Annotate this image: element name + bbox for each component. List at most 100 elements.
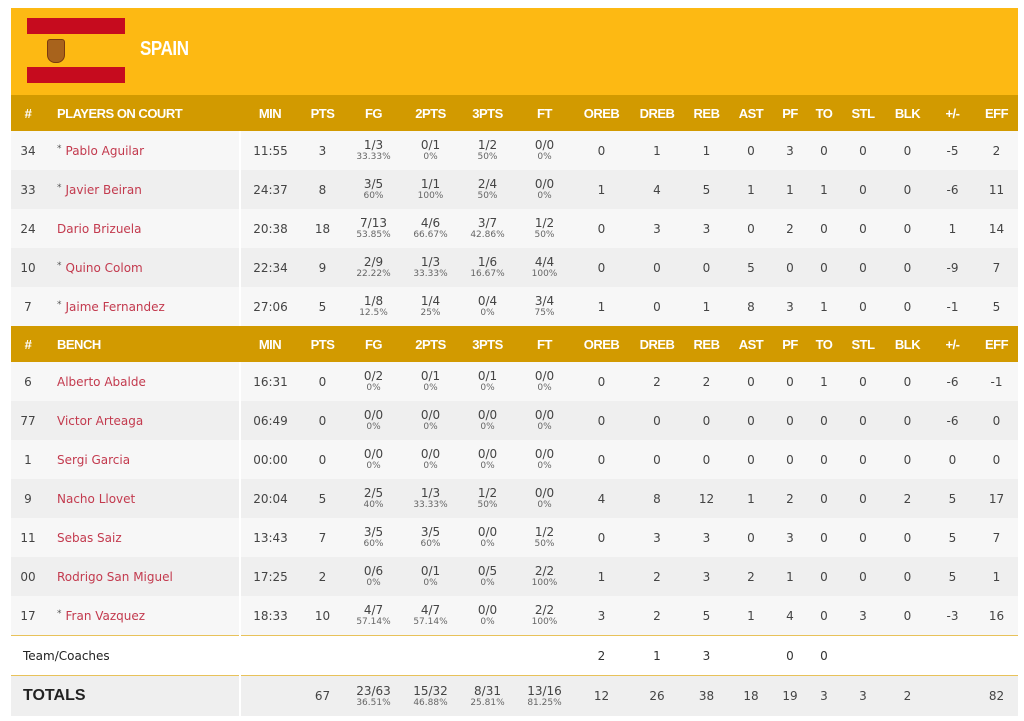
header-col[interactable]: REB <box>684 95 729 131</box>
header-col[interactable]: PF <box>773 326 807 362</box>
percentage: 53.85% <box>356 230 391 240</box>
player-name-link[interactable]: Javier Beiran <box>65 182 142 197</box>
header-col[interactable]: EFF <box>975 326 1018 362</box>
header-col[interactable]: FG <box>345 95 402 131</box>
stat-cell: 11 <box>975 170 1018 209</box>
stat-cell: 26 <box>630 675 684 716</box>
header-col[interactable]: OREB <box>573 326 630 362</box>
stat-cell: 3 <box>684 518 729 557</box>
jersey-number: 11 <box>11 518 45 557</box>
header-col[interactable]: 2PTS <box>402 95 459 131</box>
header-col[interactable]: TO <box>807 326 841 362</box>
stat-cell: 3 <box>684 635 729 676</box>
stat-cell: 5 <box>684 596 729 636</box>
shooting-cell: 3/7 42.86% <box>459 209 516 248</box>
header-col[interactable]: TO <box>807 95 841 131</box>
stat-cell: 2 <box>573 635 630 676</box>
points: 9 <box>300 248 345 287</box>
minutes: 06:49 <box>239 401 300 440</box>
stat-cell: -6 <box>930 401 975 440</box>
stat-cell: 17 <box>975 479 1018 518</box>
stat-cell: 0 <box>630 287 684 326</box>
stat-cell: 0 <box>807 596 841 636</box>
player-name-link[interactable]: Sergi Garcia <box>57 452 131 467</box>
percentage: 0% <box>366 578 381 588</box>
header-col[interactable]: FT <box>516 95 573 131</box>
player-row: 1 Sergi Garcia 00:00 0 0/0 0% 0/0 0% 0/0 0% 0/0 0% 0… <box>11 440 1018 479</box>
header-col[interactable]: BLK <box>885 326 930 362</box>
made-attempted: 0/0 <box>477 603 498 617</box>
header-col[interactable]: MIN <box>240 95 300 131</box>
header-col[interactable]: PTS <box>300 95 345 131</box>
player-name-link[interactable]: Jaime Fernandez <box>65 299 165 314</box>
header-col[interactable]: DREB <box>630 95 684 131</box>
header-col[interactable]: MIN <box>240 326 300 362</box>
player-name-link[interactable]: Rodrigo San Miguel <box>57 569 173 584</box>
header-col[interactable]: 3PTS <box>459 326 516 362</box>
stat-cell: 0 <box>773 248 807 287</box>
made-attempted: 1/3 <box>420 255 441 269</box>
shooting-cell: 0/0 0% <box>402 401 459 440</box>
stat-cell: 3 <box>573 596 630 636</box>
percentage: 100% <box>531 578 558 588</box>
header-col[interactable]: STL <box>841 326 885 362</box>
player-name-link[interactable]: Victor Arteaga <box>57 413 144 428</box>
player-name-link[interactable]: Sebas Saiz <box>57 530 122 545</box>
player-name-link[interactable]: Pablo Aguilar <box>65 143 145 158</box>
header-col[interactable]: AST <box>729 95 773 131</box>
team-header: SPAIN <box>11 8 1018 95</box>
header-col[interactable]: FG <box>345 326 402 362</box>
header-col[interactable]: FT <box>516 326 573 362</box>
shooting-cell: 0/0 0% <box>516 479 573 518</box>
percentage: 36.51% <box>356 697 391 708</box>
player-name-link[interactable]: Dario Brizuela <box>57 221 142 236</box>
minutes: 00:00 <box>239 440 300 479</box>
header-col[interactable]: BLK <box>885 95 930 131</box>
stat-cell: 0 <box>975 401 1018 440</box>
player-name-link[interactable]: Quino Colom <box>65 260 143 275</box>
percentage: 57.14% <box>356 617 391 627</box>
player-name-link[interactable]: Nacho Llovet <box>57 491 136 506</box>
header-col[interactable]: STL <box>841 95 885 131</box>
stat-cell: 0 <box>630 401 684 440</box>
made-attempted: 0/0 <box>477 408 498 422</box>
player-name-link[interactable]: Fran Vazquez <box>65 608 146 623</box>
jersey-number: 33 <box>11 170 45 209</box>
stat-cell: 0 <box>729 401 773 440</box>
made-attempted: 2/2 <box>534 564 555 578</box>
shooting-cell: 0/0 0% <box>345 401 402 440</box>
minutes: 18:33 <box>239 596 300 636</box>
header-col[interactable]: 2PTS <box>402 326 459 362</box>
header-col[interactable]: 3PTS <box>459 95 516 131</box>
header-col[interactable]: +/- <box>930 326 975 362</box>
minutes: 16:31 <box>239 362 300 401</box>
made-attempted: 1/2 <box>534 216 555 230</box>
header-col[interactable]: PTS <box>300 326 345 362</box>
stat-cell: 0 <box>841 479 885 518</box>
header-col[interactable]: +/- <box>930 95 975 131</box>
stat-cell: 3 <box>841 596 885 636</box>
percentage: 50% <box>534 230 555 240</box>
stat-cell: 0 <box>807 401 841 440</box>
header-col[interactable]: REB <box>684 326 729 362</box>
player-name-cell: Nacho Llovet <box>45 479 240 518</box>
player-name-cell: * Jaime Fernandez <box>45 287 240 326</box>
stat-cell: 0 <box>885 170 930 209</box>
header-col[interactable]: AST <box>729 326 773 362</box>
header-col[interactable]: OREB <box>573 95 630 131</box>
stat-cell: 3 <box>630 209 684 248</box>
percentage: 0% <box>480 383 495 393</box>
stat-cell: 2 <box>729 557 773 596</box>
jersey-number: 00 <box>11 557 45 596</box>
stat-cell: 0 <box>807 248 841 287</box>
empty-cell <box>459 635 516 676</box>
percentage: 0% <box>366 383 381 393</box>
stat-cell: 2 <box>773 209 807 248</box>
stat-cell: 0 <box>630 440 684 479</box>
header-col[interactable]: PF <box>773 95 807 131</box>
header-col[interactable]: DREB <box>630 326 684 362</box>
player-name-link[interactable]: Alberto Abalde <box>57 374 146 389</box>
stat-cell: 7 <box>975 248 1018 287</box>
header-col[interactable]: EFF <box>975 95 1018 131</box>
made-attempted: 0/0 <box>534 447 555 461</box>
